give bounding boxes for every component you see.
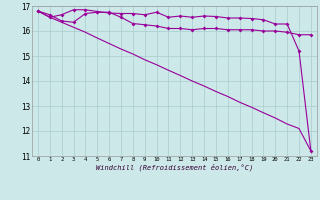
X-axis label: Windchill (Refroidissement éolien,°C): Windchill (Refroidissement éolien,°C) [96,164,253,171]
